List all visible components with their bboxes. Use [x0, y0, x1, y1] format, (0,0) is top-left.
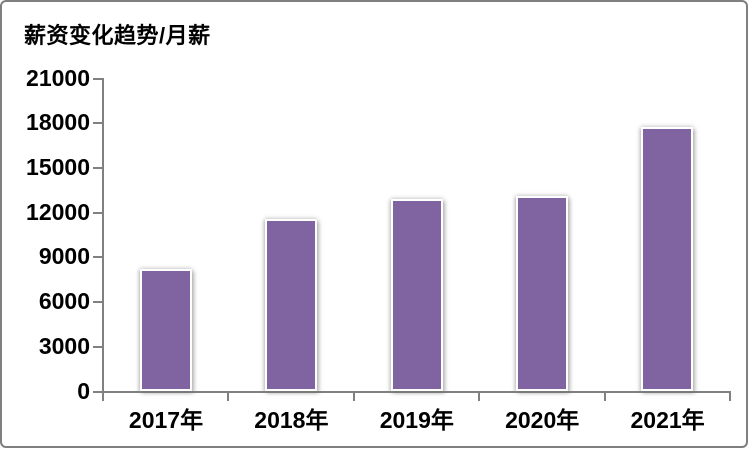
x-axis-tick — [478, 391, 481, 401]
y-axis-tick-label: 6000 — [38, 288, 90, 315]
bar — [515, 195, 568, 392]
x-axis-tick — [729, 391, 731, 401]
y-axis-tick-label: 21000 — [26, 64, 90, 91]
y-axis-tick — [93, 166, 103, 169]
y-axis-tick — [93, 211, 103, 214]
y-axis-tick — [93, 77, 103, 80]
bar — [390, 199, 443, 392]
y-axis-tick-label: 3000 — [38, 332, 90, 359]
y-axis-tick — [93, 345, 103, 348]
y-axis-tick-label: 18000 — [26, 109, 90, 136]
chart-title: 薪资变化趋势/月薪 — [24, 23, 211, 48]
x-axis-tick — [102, 391, 104, 401]
bar — [265, 218, 318, 392]
y-axis-tick — [93, 122, 103, 125]
y-axis-line — [102, 78, 104, 392]
x-axis-line — [102, 391, 731, 393]
y-axis-tick — [93, 256, 103, 259]
y-axis-tick — [93, 390, 103, 393]
x-axis-tick-label: 2017年 — [128, 407, 204, 433]
y-axis-tick-label: 9000 — [38, 243, 90, 270]
x-axis-tick — [603, 391, 606, 401]
y-axis-tick — [93, 301, 103, 304]
x-axis-tick — [352, 391, 355, 401]
y-axis-tick-label: 12000 — [26, 198, 90, 225]
x-axis-tick-label: 2019年 — [379, 407, 454, 433]
bar — [641, 126, 694, 392]
x-axis-tick — [227, 391, 230, 401]
y-axis-tick-label: 15000 — [26, 153, 90, 180]
y-axis-tick-label: 0 — [77, 377, 90, 404]
bar — [139, 268, 192, 392]
x-axis-tick-label: 2020年 — [505, 407, 580, 433]
x-axis-tick-label: 2021年 — [630, 407, 705, 433]
x-axis-tick-label: 2018年 — [254, 407, 329, 433]
